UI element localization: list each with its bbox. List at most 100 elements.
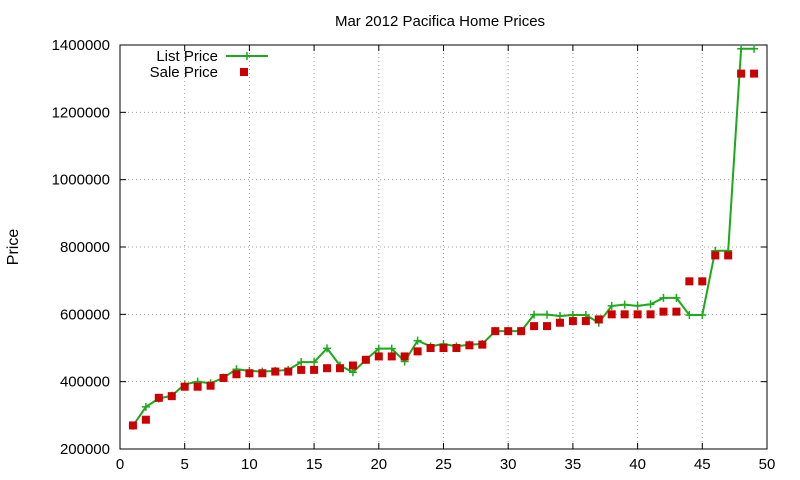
- x-tick-label: 20: [370, 456, 387, 473]
- sale-price-point: [478, 340, 487, 349]
- sale-price-point: [439, 344, 448, 352]
- sale-price-point: [750, 69, 759, 78]
- chart-title: Mar 2012 Pacifica Home Prices: [335, 13, 545, 30]
- sale-price-point: [724, 251, 733, 260]
- y-tick-label: 800000: [60, 239, 110, 256]
- list-price-point: [374, 344, 383, 353]
- sale-price-point: [530, 322, 539, 331]
- sale-price-point: [698, 277, 707, 286]
- list-price-point: [698, 311, 707, 320]
- sale-price-point: [180, 382, 189, 391]
- sale-price-point: [568, 317, 577, 326]
- list-price-point: [672, 293, 681, 302]
- sale-price-point: [413, 347, 422, 356]
- tick-labels: 0 5 10 15 20 25 30 35 40 45 50 200000 400000 600000 80…: [52, 37, 776, 473]
- legend-label-list-price: List Price: [156, 48, 218, 65]
- list-price-point: [310, 358, 319, 367]
- list-price-point: [297, 358, 306, 367]
- sale-price-point: [193, 382, 202, 391]
- legend-marker-sale-price: [240, 68, 248, 76]
- sale-price-point: [323, 364, 332, 373]
- list-price-point: [633, 301, 642, 310]
- y-tick-label: 400000: [60, 374, 110, 391]
- sale-price-point: [232, 370, 241, 379]
- y-axis-label: Price: [5, 229, 22, 266]
- x-tick-label: 10: [241, 456, 258, 473]
- x-tick-label: 45: [694, 456, 711, 473]
- sale-price-point: [465, 341, 474, 350]
- sale-price-point: [374, 352, 383, 361]
- sale-price-point: [426, 344, 435, 352]
- plot-area: [128, 44, 759, 430]
- sale-price-point: [128, 421, 137, 430]
- sale-price-point: [297, 365, 306, 374]
- list-price-point: [141, 402, 150, 411]
- legend-marker-list-price: [243, 52, 251, 60]
- x-tick-label: 0: [116, 456, 124, 473]
- list-price-point: [323, 344, 332, 353]
- sale-price-point: [219, 373, 228, 382]
- y-tick-label: 1000000: [52, 172, 110, 189]
- x-tick-label: 25: [435, 456, 452, 473]
- sale-price-point: [672, 307, 681, 316]
- sale-price-point: [361, 355, 370, 364]
- x-tick-label: 40: [629, 456, 646, 473]
- x-tick-label: 35: [565, 456, 582, 473]
- sale-price-point: [685, 277, 694, 286]
- list-price-point: [685, 311, 694, 320]
- list-price-point: [543, 310, 552, 319]
- sale-price-point: [594, 315, 603, 324]
- sale-price-point: [335, 364, 344, 373]
- x-tick-label: 15: [306, 456, 323, 473]
- list-price-point: [737, 44, 746, 53]
- sale-price-point: [400, 352, 409, 361]
- sale-price-point: [659, 307, 668, 316]
- sale-price-point: [284, 367, 293, 376]
- x-tick-label: 30: [500, 456, 517, 473]
- list-price-point: [413, 336, 422, 345]
- list-price-point: [530, 310, 539, 319]
- x-tick-label: 50: [759, 456, 776, 473]
- list-price-point: [387, 344, 396, 353]
- legend-label-sale-price: Sale Price: [150, 64, 218, 81]
- sale-price-point: [607, 310, 616, 319]
- list-price-point: [750, 44, 759, 53]
- sale-price-point: [452, 344, 461, 352]
- sale-price-point: [245, 369, 254, 378]
- sale-price-point: [167, 392, 176, 401]
- list-price-point: [620, 300, 629, 309]
- sale-price-point: [517, 327, 526, 336]
- sale-price-point: [543, 322, 552, 331]
- y-tick-label: 600000: [60, 306, 110, 323]
- sale-price-point: [258, 369, 267, 378]
- sale-price-point: [491, 327, 500, 336]
- sale-price-point: [271, 367, 280, 376]
- sale-price-point: [348, 361, 357, 370]
- list-price-point: [646, 300, 655, 309]
- sale-price-point: [387, 352, 396, 361]
- x-tick-label: 5: [181, 456, 189, 473]
- y-tick-label: 1400000: [52, 37, 110, 54]
- sale-price-point: [141, 415, 150, 424]
- axes: [119, 44, 768, 450]
- sale-price-point: [581, 317, 590, 326]
- sale-price-point: [206, 381, 215, 390]
- sale-price-point: [555, 318, 564, 327]
- sale-price-point: [620, 310, 629, 319]
- list-price-point: [555, 312, 564, 321]
- list-price-point: [348, 368, 357, 377]
- list-price-point: [659, 293, 668, 302]
- sale-price-point: [711, 251, 720, 260]
- y-tick-label: 200000: [60, 441, 110, 458]
- sale-price-point: [504, 327, 513, 336]
- list-price-point: [607, 301, 616, 310]
- sale-price-point: [646, 310, 655, 319]
- y-tick-label: 1200000: [52, 104, 110, 121]
- sale-price-point: [737, 69, 746, 78]
- sale-price-point: [310, 365, 319, 374]
- sale-price-point: [633, 310, 642, 319]
- sale-price-point: [154, 393, 163, 402]
